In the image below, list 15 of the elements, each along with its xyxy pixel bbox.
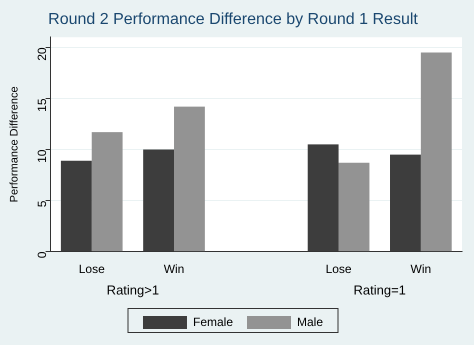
y-tick-label: 5 xyxy=(34,200,49,208)
x-tick-label: Lose xyxy=(326,262,352,276)
y-tick-label: 15 xyxy=(34,98,49,112)
y-tick-label: 10 xyxy=(34,149,49,163)
text: Rating=1 xyxy=(354,282,406,298)
legend-label: Female xyxy=(192,314,234,329)
x-tick-label: Win xyxy=(164,262,184,276)
x-tick-label: Lose xyxy=(78,262,106,276)
y-tick-label: 20 xyxy=(34,47,49,61)
text: Rating>1 xyxy=(106,282,160,298)
x-tick-label: Win xyxy=(410,262,432,276)
y-tick-label: 0 xyxy=(34,251,49,258)
y-axis-title: Performance Difference xyxy=(8,86,21,202)
legend-label: Male xyxy=(297,314,324,329)
chart-title: Round 2 Performance Difference by Round 1 Result xyxy=(48,11,418,28)
